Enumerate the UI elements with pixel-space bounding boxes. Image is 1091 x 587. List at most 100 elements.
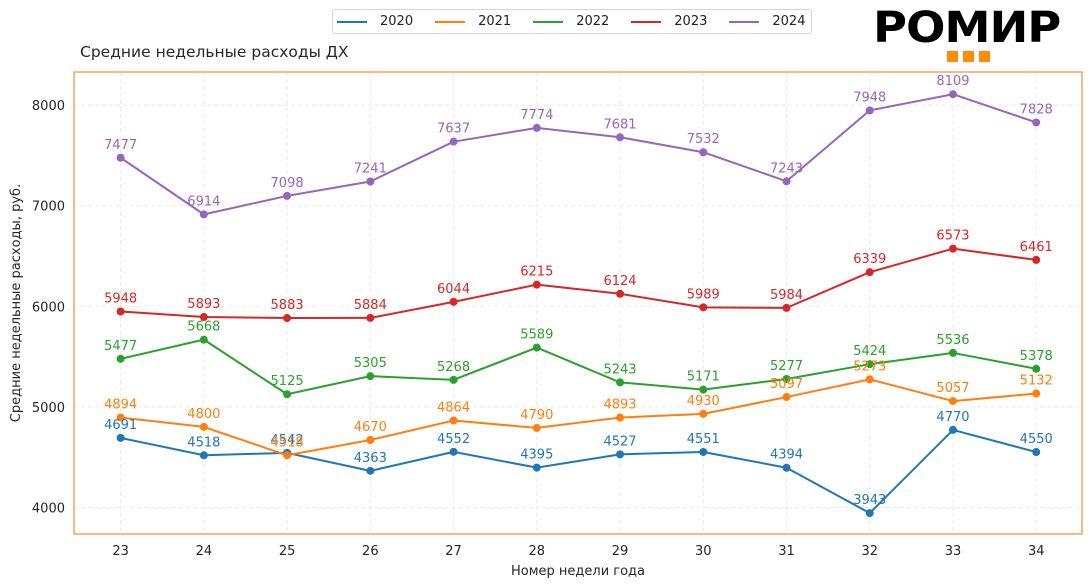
data-label: 4691	[104, 418, 137, 433]
data-point	[699, 409, 708, 418]
data-point	[699, 447, 708, 456]
data-point	[865, 268, 874, 277]
data-point	[199, 313, 208, 322]
data-label: 4394	[770, 448, 803, 463]
x-tick-label: 24	[196, 544, 213, 559]
y-tick-label: 4000	[32, 501, 65, 516]
data-point	[948, 425, 957, 434]
x-tick-label: 30	[695, 544, 712, 559]
logo-dots	[947, 51, 995, 62]
data-label: 6339	[853, 252, 886, 267]
logo-dot	[963, 51, 974, 62]
data-point	[699, 303, 708, 312]
data-label: 4770	[936, 410, 969, 425]
data-point	[1032, 389, 1041, 398]
data-point	[948, 90, 957, 99]
legend-swatch	[435, 20, 466, 23]
data-label: 5893	[187, 297, 220, 312]
data-label: 5536	[936, 333, 969, 348]
data-label: 4518	[271, 435, 304, 450]
legend-item-2020: 2020	[337, 14, 413, 29]
data-label: 6914	[187, 194, 220, 209]
data-label: 5589	[520, 328, 553, 343]
y-axis-label: Средние недельные расходы, руб.	[9, 184, 24, 422]
legend-label: 2023	[674, 14, 708, 29]
y-tick-label: 5000	[32, 401, 65, 416]
data-label: 5883	[271, 298, 304, 313]
data-label: 7532	[687, 132, 720, 147]
data-point	[616, 413, 625, 422]
data-label: 7477	[104, 138, 137, 153]
data-point	[782, 374, 791, 383]
data-label: 4542	[271, 433, 304, 448]
data-point	[366, 372, 375, 381]
legend: 2020 2021 2022 2023 2024	[332, 9, 813, 34]
data-point	[449, 297, 458, 306]
data-label: 5273	[853, 359, 886, 374]
data-label: 4893	[603, 398, 636, 413]
y-tick-label: 7000	[32, 200, 65, 215]
data-label: 6573	[936, 229, 969, 244]
x-axis-ticks: 23 24 25 26 27 28 29 30 31 32 33 34	[112, 544, 1044, 559]
series-line-2023	[120, 247, 1037, 320]
data-label: 6044	[437, 282, 470, 297]
data-point	[865, 360, 874, 369]
data-label: 4395	[520, 448, 553, 463]
data-label: 5424	[853, 344, 886, 359]
data-label: 4790	[520, 408, 553, 423]
data-label: 5057	[936, 381, 969, 396]
logo-dot	[979, 51, 990, 62]
series-line-2021	[120, 378, 1037, 457]
series-line-2020	[120, 428, 1037, 515]
data-label: 5989	[687, 287, 720, 302]
data-label: 5948	[104, 291, 137, 306]
data-point	[616, 450, 625, 459]
data-point	[865, 509, 874, 518]
data-label: 5277	[770, 359, 803, 374]
data-point	[116, 153, 125, 162]
data-point	[116, 413, 125, 422]
data-point	[532, 343, 541, 352]
data-point	[283, 314, 292, 323]
series-2023	[116, 244, 1041, 323]
data-label: 5097	[770, 377, 803, 392]
data-point	[283, 451, 292, 460]
x-tick-label: 31	[778, 544, 795, 559]
data-point	[199, 422, 208, 431]
x-axis-label: Номер недели года	[511, 564, 645, 579]
data-point	[283, 191, 292, 200]
legend-item-2021: 2021	[435, 14, 511, 29]
data-point	[449, 137, 458, 146]
data-point	[782, 303, 791, 312]
x-tick-label: 25	[279, 544, 296, 559]
data-label: 7681	[603, 117, 636, 132]
data-point	[1032, 118, 1041, 127]
data-label: 5378	[1020, 349, 1053, 364]
data-point	[1032, 364, 1041, 373]
data-label: 6124	[603, 274, 636, 289]
data-label: 5477	[104, 339, 137, 354]
data-point	[449, 375, 458, 384]
chart-title: Средние недельные расходы ДХ	[80, 43, 349, 61]
data-point	[116, 354, 125, 363]
data-point	[532, 423, 541, 432]
data-point	[199, 451, 208, 460]
legend-item-2024: 2024	[729, 14, 805, 29]
data-label: 7774	[520, 108, 553, 123]
series-2022	[116, 335, 1041, 399]
data-label: 5984	[770, 288, 803, 303]
legend-swatch	[533, 20, 564, 23]
data-label: 4894	[104, 397, 137, 412]
legend-item-2023: 2023	[631, 14, 707, 29]
x-tick-label: 29	[612, 544, 629, 559]
data-point	[532, 463, 541, 472]
data-label: 4552	[437, 432, 470, 447]
data-label: 6461	[1020, 240, 1053, 255]
x-tick-label: 34	[1028, 544, 1045, 559]
x-tick-label: 27	[445, 544, 462, 559]
x-tick-label: 26	[362, 544, 379, 559]
legend-swatch	[631, 20, 662, 23]
data-point	[948, 397, 957, 406]
data-point	[116, 433, 125, 442]
plot-frame	[73, 71, 1083, 535]
